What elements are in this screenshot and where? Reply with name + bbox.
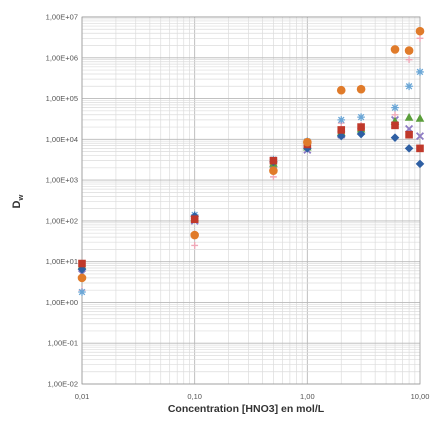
diamond-point (303, 144, 312, 153)
y-tick-label: 1,00E+06 (46, 53, 78, 62)
square-point (337, 126, 346, 134)
square-point (405, 130, 413, 139)
star-point (78, 288, 86, 296)
triangle-point (404, 112, 414, 121)
x-tick-label: 0,01 (75, 392, 90, 401)
data-points (77, 26, 425, 296)
circle-point (269, 166, 278, 176)
grid-layer (81, 16, 420, 385)
plus-point (416, 34, 424, 42)
plot-area (81, 16, 421, 385)
circle-point (77, 273, 87, 283)
y-tick-label: 1,00E+02 (46, 216, 78, 225)
circle-point (390, 45, 400, 54)
square-point (416, 144, 424, 153)
star-point (405, 82, 413, 91)
square-point (78, 259, 86, 268)
y-tick-label: 1,00E+01 (46, 257, 78, 266)
diamond-point (404, 144, 414, 153)
circle-point (415, 26, 425, 36)
square-point (391, 121, 399, 130)
star-point (416, 68, 424, 76)
diamond-point (77, 264, 87, 274)
y-tick-label: 1,00E-01 (48, 339, 78, 348)
diamond-point (415, 159, 425, 169)
circle-point (336, 85, 346, 95)
y-axis-ticks: 1,00E-02 1,00E-01 1,00E+00 1,00E+01 1,00E+02… (46, 13, 78, 389)
y-axis-title-text: Dw (11, 195, 25, 209)
diamond-point (336, 131, 346, 141)
square-point (357, 123, 365, 131)
star-point (357, 113, 365, 121)
y-tick-label: 1,00E-02 (48, 380, 78, 389)
y-tick-label: 1,00E+07 (46, 13, 78, 22)
x-axis-title: Concentration [HNO3] en mol/L (168, 403, 325, 415)
circle-point (404, 46, 414, 55)
y-axis-title-main: D (11, 201, 23, 209)
star-point (391, 103, 399, 112)
triangle-point (415, 113, 425, 122)
plus-point (191, 242, 199, 249)
y-axis-title: Dw (11, 195, 25, 209)
y-tick-label: 1,00E+05 (46, 94, 78, 103)
star-point (337, 116, 346, 124)
y-tick-label: 1,00E+00 (46, 298, 78, 307)
circle-point (190, 230, 199, 240)
x-tick-label: 10,00 (411, 392, 430, 401)
plus-point (405, 56, 413, 64)
diamond-point (390, 133, 400, 142)
y-axis-title-subscript: w (16, 195, 25, 202)
square-point (269, 156, 278, 165)
square-point (190, 215, 199, 224)
x-tick-label: 0,10 (187, 392, 202, 401)
circle-point (303, 137, 312, 147)
y-tick-label: 1,00E+03 (46, 176, 78, 185)
x-axis-ticks: 0,01 0,10 1,00 10,00 (75, 392, 430, 401)
x-tick-label: 1,00 (300, 392, 315, 401)
diamond-point (356, 129, 366, 139)
x-point (415, 132, 425, 141)
circle-point (356, 84, 366, 94)
y-tick-label: 1,00E+04 (46, 135, 78, 144)
